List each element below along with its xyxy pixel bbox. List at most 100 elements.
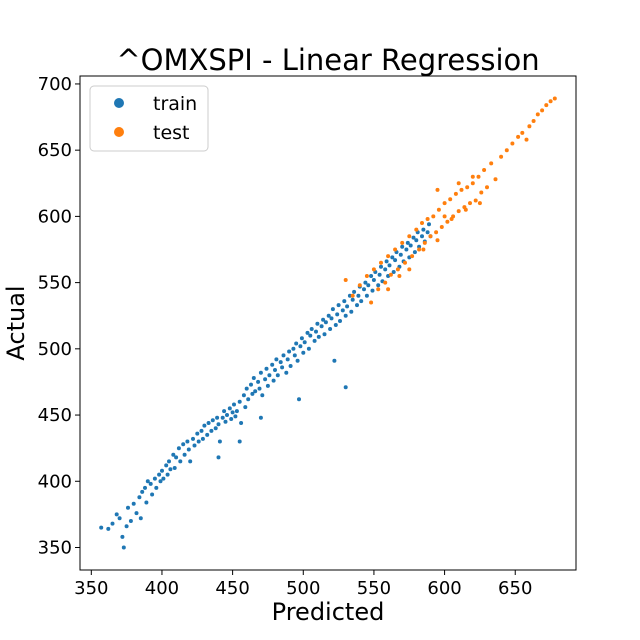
point-train xyxy=(294,341,299,346)
point-train xyxy=(281,353,286,358)
legend-label-test: test xyxy=(153,122,190,144)
point-train xyxy=(230,410,235,415)
point-train xyxy=(347,293,352,298)
x-tick-label: 400 xyxy=(145,578,179,599)
point-test xyxy=(386,287,391,292)
point-test xyxy=(463,207,468,212)
point-train xyxy=(140,489,145,494)
point-train xyxy=(308,333,313,338)
point-test xyxy=(343,278,348,282)
legend-label-train: train xyxy=(153,93,197,115)
point-train xyxy=(124,524,129,529)
point-test xyxy=(477,201,482,206)
point-test xyxy=(442,214,447,219)
point-test xyxy=(383,280,388,285)
point-train xyxy=(319,324,324,329)
point-train xyxy=(274,357,279,362)
point-test xyxy=(431,214,436,219)
point-train xyxy=(186,447,191,452)
point-test xyxy=(420,221,424,225)
point-train xyxy=(241,393,246,398)
y-tick-label: 400 xyxy=(38,471,72,492)
point-test xyxy=(434,230,439,235)
y-tick-label: 350 xyxy=(38,537,72,558)
point-test xyxy=(540,108,545,113)
point-train xyxy=(117,516,122,521)
point-test xyxy=(468,201,472,206)
point-train xyxy=(343,385,348,390)
point-train xyxy=(333,323,338,327)
chart-title: ^OMXSPI - Linear Regression xyxy=(116,43,539,77)
point-train xyxy=(414,238,419,243)
point-train xyxy=(199,428,204,433)
point-train xyxy=(343,313,348,318)
point-train xyxy=(246,397,251,402)
y-tick-label: 700 xyxy=(38,74,72,95)
point-train xyxy=(244,386,249,391)
point-test xyxy=(422,240,427,245)
point-train xyxy=(154,485,159,490)
point-train xyxy=(278,360,283,365)
point-train xyxy=(298,344,303,349)
point-train xyxy=(99,525,104,530)
point-train xyxy=(144,500,149,505)
point-train xyxy=(299,336,304,341)
point-train xyxy=(216,422,221,427)
x-tick-label: 600 xyxy=(427,578,461,599)
point-test xyxy=(386,254,391,259)
point-test xyxy=(445,219,450,224)
legend-marker-test xyxy=(114,127,124,137)
y-tick-label: 450 xyxy=(38,405,72,426)
point-train xyxy=(227,406,232,411)
point-train xyxy=(263,377,268,382)
point-test xyxy=(435,238,440,243)
point-test xyxy=(421,247,426,252)
point-train xyxy=(131,501,136,506)
point-train xyxy=(257,386,262,391)
point-train xyxy=(209,428,214,433)
point-train xyxy=(315,321,320,326)
y-tick-label: 600 xyxy=(38,206,72,227)
point-train xyxy=(363,280,368,285)
point-test xyxy=(552,96,557,101)
point-train xyxy=(390,255,395,260)
y-tick-label: 650 xyxy=(38,140,72,161)
point-test xyxy=(520,130,525,135)
point-train xyxy=(206,421,211,425)
point-test xyxy=(376,287,381,292)
point-test xyxy=(425,217,430,221)
point-train xyxy=(379,264,383,269)
point-test xyxy=(459,187,464,192)
point-test xyxy=(393,247,398,252)
point-train xyxy=(120,534,125,539)
point-test xyxy=(449,217,454,221)
point-test xyxy=(479,190,484,195)
point-train xyxy=(229,417,234,421)
point-train xyxy=(275,373,280,378)
point-train xyxy=(234,409,239,414)
point-test xyxy=(476,174,481,179)
point-test xyxy=(544,103,549,108)
point-test xyxy=(510,141,515,146)
point-test xyxy=(473,198,478,203)
point-train xyxy=(306,346,311,351)
point-train xyxy=(171,452,176,457)
point-test xyxy=(388,272,393,277)
point-train xyxy=(250,391,255,396)
point-train xyxy=(148,481,153,486)
point-test xyxy=(379,260,383,265)
point-train xyxy=(202,423,207,428)
point-train xyxy=(314,329,318,334)
point-train xyxy=(284,370,289,375)
y-tick-label: 550 xyxy=(38,273,72,294)
point-train xyxy=(408,243,413,248)
point-train xyxy=(225,413,229,417)
point-test xyxy=(465,185,470,190)
point-train xyxy=(377,272,382,277)
point-train xyxy=(161,476,166,481)
point-train xyxy=(425,230,430,235)
point-train xyxy=(167,459,171,464)
point-test xyxy=(548,99,553,104)
point-test xyxy=(453,191,458,196)
